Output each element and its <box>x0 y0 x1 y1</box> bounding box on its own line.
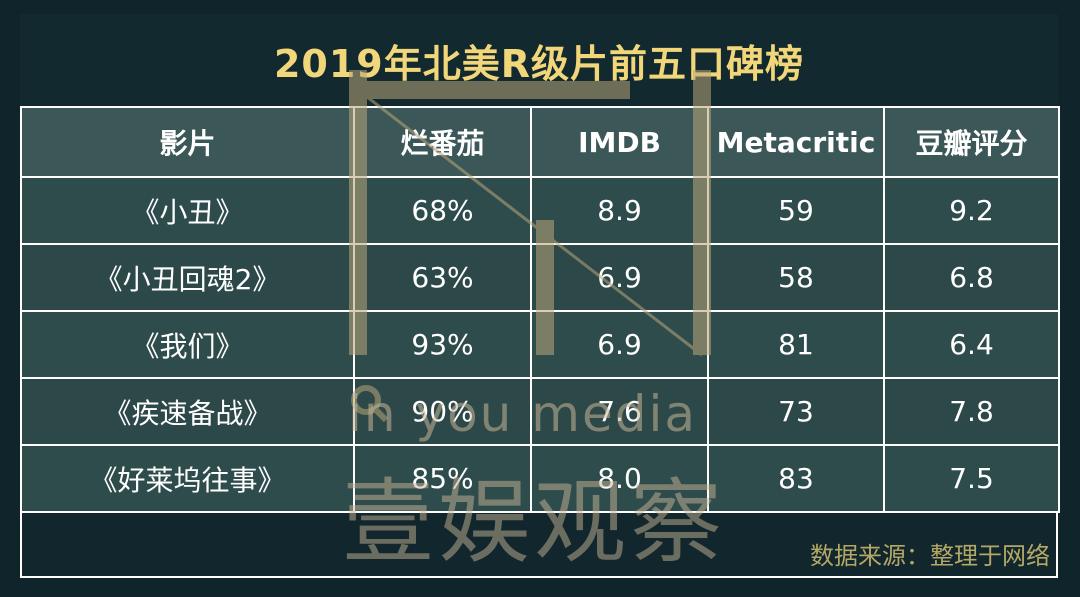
cell-film: 《小丑》 <box>20 176 355 245</box>
ratings-table: 影片 烂番茄 IMDB Metacritic 豆瓣评分 《小丑》 68% 8.9… <box>20 106 1060 513</box>
cell-douban: 7.5 <box>883 444 1060 513</box>
cell-film: 《我们》 <box>20 310 355 379</box>
table-row: 《小丑》 68% 8.9 59 9.2 <box>20 176 1060 245</box>
header-douban: 豆瓣评分 <box>883 106 1060 178</box>
cell-imdb: 8.9 <box>530 176 709 245</box>
cell-douban: 7.8 <box>883 377 1060 446</box>
cell-metacritic: 73 <box>707 377 885 446</box>
header-film: 影片 <box>20 106 355 178</box>
header-imdb: IMDB <box>530 106 709 178</box>
cell-imdb: 8.0 <box>530 444 709 513</box>
cell-douban: 9.2 <box>883 176 1060 245</box>
page-title: 2019年北美R级片前五口碑榜 <box>273 41 805 86</box>
cell-imdb: 6.9 <box>530 243 709 312</box>
table-row: 《我们》 93% 6.9 81 6.4 <box>20 310 1060 379</box>
table-row: 《好莱坞往事》 85% 8.0 83 7.5 <box>20 444 1060 513</box>
cell-metacritic: 83 <box>707 444 885 513</box>
cell-douban: 6.8 <box>883 243 1060 312</box>
cell-film: 《小丑回魂2》 <box>20 243 355 312</box>
cell-rotten-tomatoes: 68% <box>353 176 532 245</box>
cell-rotten-tomatoes: 90% <box>353 377 532 446</box>
cell-film: 《疾速备战》 <box>20 377 355 446</box>
cell-imdb: 7.6 <box>530 377 709 446</box>
cell-rotten-tomatoes: 85% <box>353 444 532 513</box>
header-metacritic: Metacritic <box>707 106 885 178</box>
cell-douban: 6.4 <box>883 310 1060 379</box>
cell-metacritic: 59 <box>707 176 885 245</box>
cell-rotten-tomatoes: 93% <box>353 310 532 379</box>
header-rotten-tomatoes: 烂番茄 <box>353 106 532 178</box>
cell-imdb: 6.9 <box>530 310 709 379</box>
data-source-note: 数据来源：整理于网络 <box>810 542 1050 570</box>
cell-film: 《好莱坞往事》 <box>20 444 355 513</box>
cell-metacritic: 81 <box>707 310 885 379</box>
table-row: 《小丑回魂2》 63% 6.9 58 6.8 <box>20 243 1060 312</box>
cell-metacritic: 58 <box>707 243 885 312</box>
table-row: 《疾速备战》 90% 7.6 73 7.8 <box>20 377 1060 446</box>
cell-rotten-tomatoes: 63% <box>353 243 532 312</box>
title-bar: 2019年北美R级片前五口碑榜 <box>20 14 1058 108</box>
table-header-row: 影片 烂番茄 IMDB Metacritic 豆瓣评分 <box>20 106 1060 178</box>
